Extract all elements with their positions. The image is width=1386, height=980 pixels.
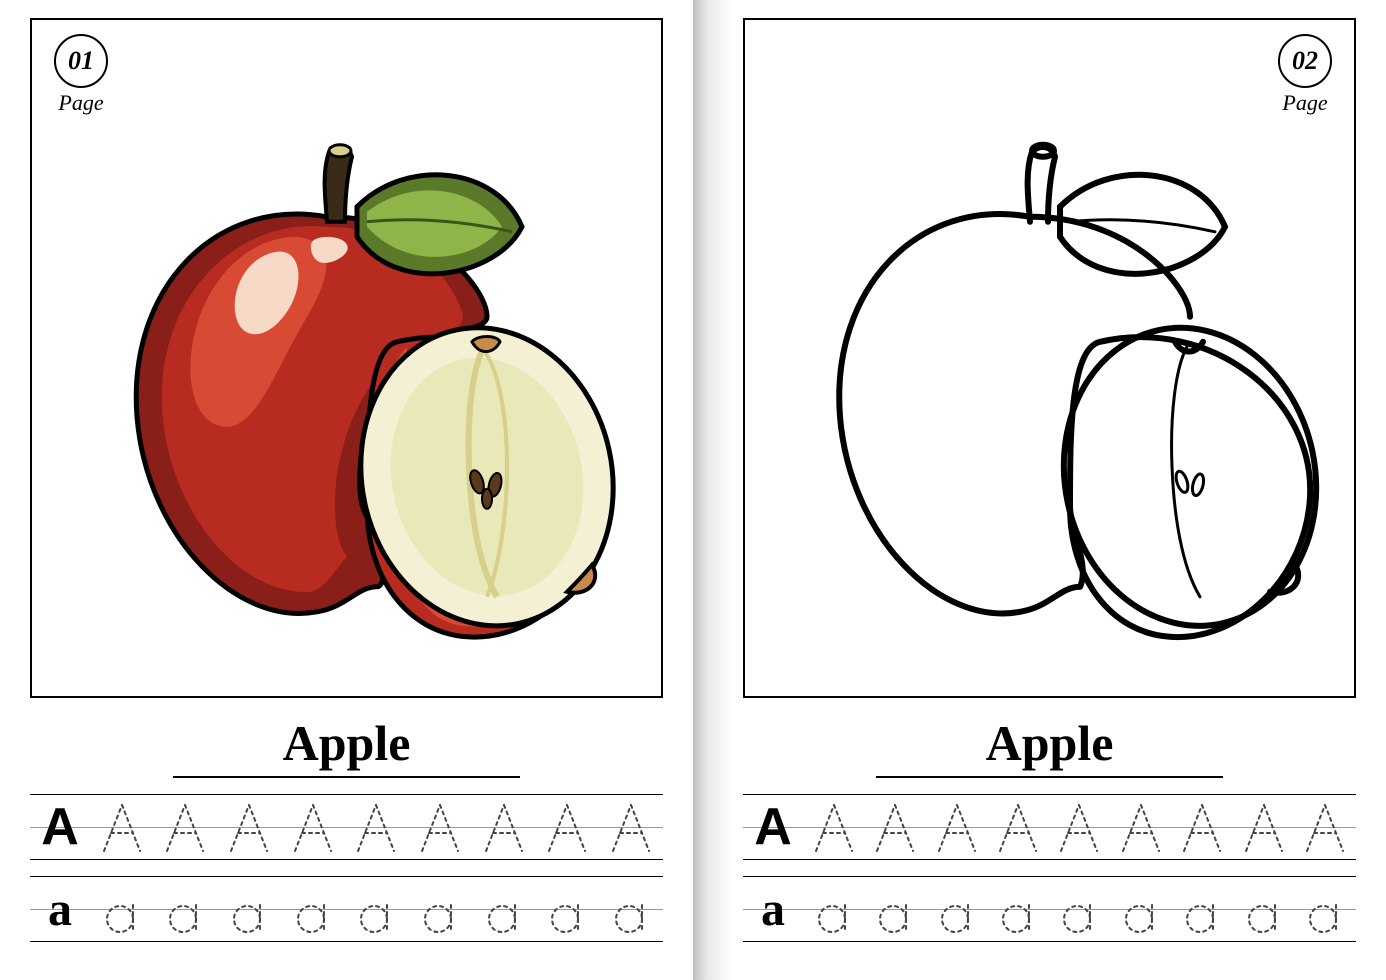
trace-letter-upper-a[interactable] [607,799,655,855]
lead-letter-upper: A [30,797,90,857]
trace-letter-upper-a[interactable] [289,799,337,855]
trace-cells-upper[interactable] [803,799,1356,855]
apple-illustration-outline [770,87,1330,652]
trace-row-lower[interactable]: a [30,876,663,942]
word-text: Apple [986,715,1114,771]
trace-row-upper[interactable]: A [30,794,663,860]
trace-letter-lower-a[interactable] [1180,881,1224,937]
trace-letter-lower-a[interactable] [996,881,1040,937]
trace-letter-lower-a[interactable] [1242,881,1286,937]
trace-letter-upper-a[interactable] [98,799,146,855]
trace-letter-lower-a[interactable] [1119,881,1163,937]
trace-letter-lower-a[interactable] [227,881,271,937]
trace-letter-upper-a[interactable] [1301,799,1349,855]
trace-letter-upper-a[interactable] [1178,799,1226,855]
trace-letter-lower-a[interactable] [291,881,335,937]
trace-letter-lower-a[interactable] [873,881,917,937]
trace-letter-upper-a[interactable] [1117,799,1165,855]
trace-letter-lower-a[interactable] [609,881,653,937]
trace-letter-upper-a[interactable] [352,799,400,855]
trace-letter-lower-a[interactable] [163,881,207,937]
page-number: 02 [1292,46,1318,76]
illustration-frame: 01 Page [30,18,663,698]
trace-letter-upper-a[interactable] [933,799,981,855]
apple-illustration-colored [67,87,627,652]
trace-letter-lower-a[interactable] [100,881,144,937]
trace-letter-upper-a[interactable] [871,799,919,855]
trace-row-upper[interactable]: A [743,794,1356,860]
lead-letter-lower: a [30,882,90,937]
trace-letter-upper-a[interactable] [543,799,591,855]
trace-letter-lower-a[interactable] [812,881,856,937]
worksheet-page-left: 01 Page [0,0,693,980]
trace-letter-lower-a[interactable] [418,881,462,937]
lead-letter-upper: A [743,797,803,857]
trace-letter-lower-a[interactable] [545,881,589,937]
trace-letter-upper-a[interactable] [1055,799,1103,855]
trace-cells-lower[interactable] [803,881,1356,937]
trace-cells-lower[interactable] [90,881,663,937]
word-title: Apple [30,714,663,778]
page-number: 01 [68,46,94,76]
trace-letter-upper-a[interactable] [416,799,464,855]
trace-letter-lower-a[interactable] [482,881,526,937]
book-spine-shadow [693,0,733,980]
trace-letter-lower-a[interactable] [1303,881,1347,937]
trace-letter-upper-a[interactable] [994,799,1042,855]
lead-letter-lower: a [743,882,803,937]
word-text: Apple [283,715,411,771]
trace-row-lower[interactable]: a [743,876,1356,942]
trace-letter-lower-a[interactable] [354,881,398,937]
trace-letter-upper-a[interactable] [161,799,209,855]
trace-letter-upper-a[interactable] [225,799,273,855]
trace-letter-upper-a[interactable] [480,799,528,855]
illustration-frame: 02 Page [743,18,1356,698]
word-title: Apple [743,714,1356,778]
trace-letter-lower-a[interactable] [1057,881,1101,937]
worksheet-page-right: 02 Page [693,0,1386,980]
trace-letter-upper-a[interactable] [1240,799,1288,855]
trace-letter-lower-a[interactable] [935,881,979,937]
trace-letter-upper-a[interactable] [810,799,858,855]
trace-cells-upper[interactable] [90,799,663,855]
